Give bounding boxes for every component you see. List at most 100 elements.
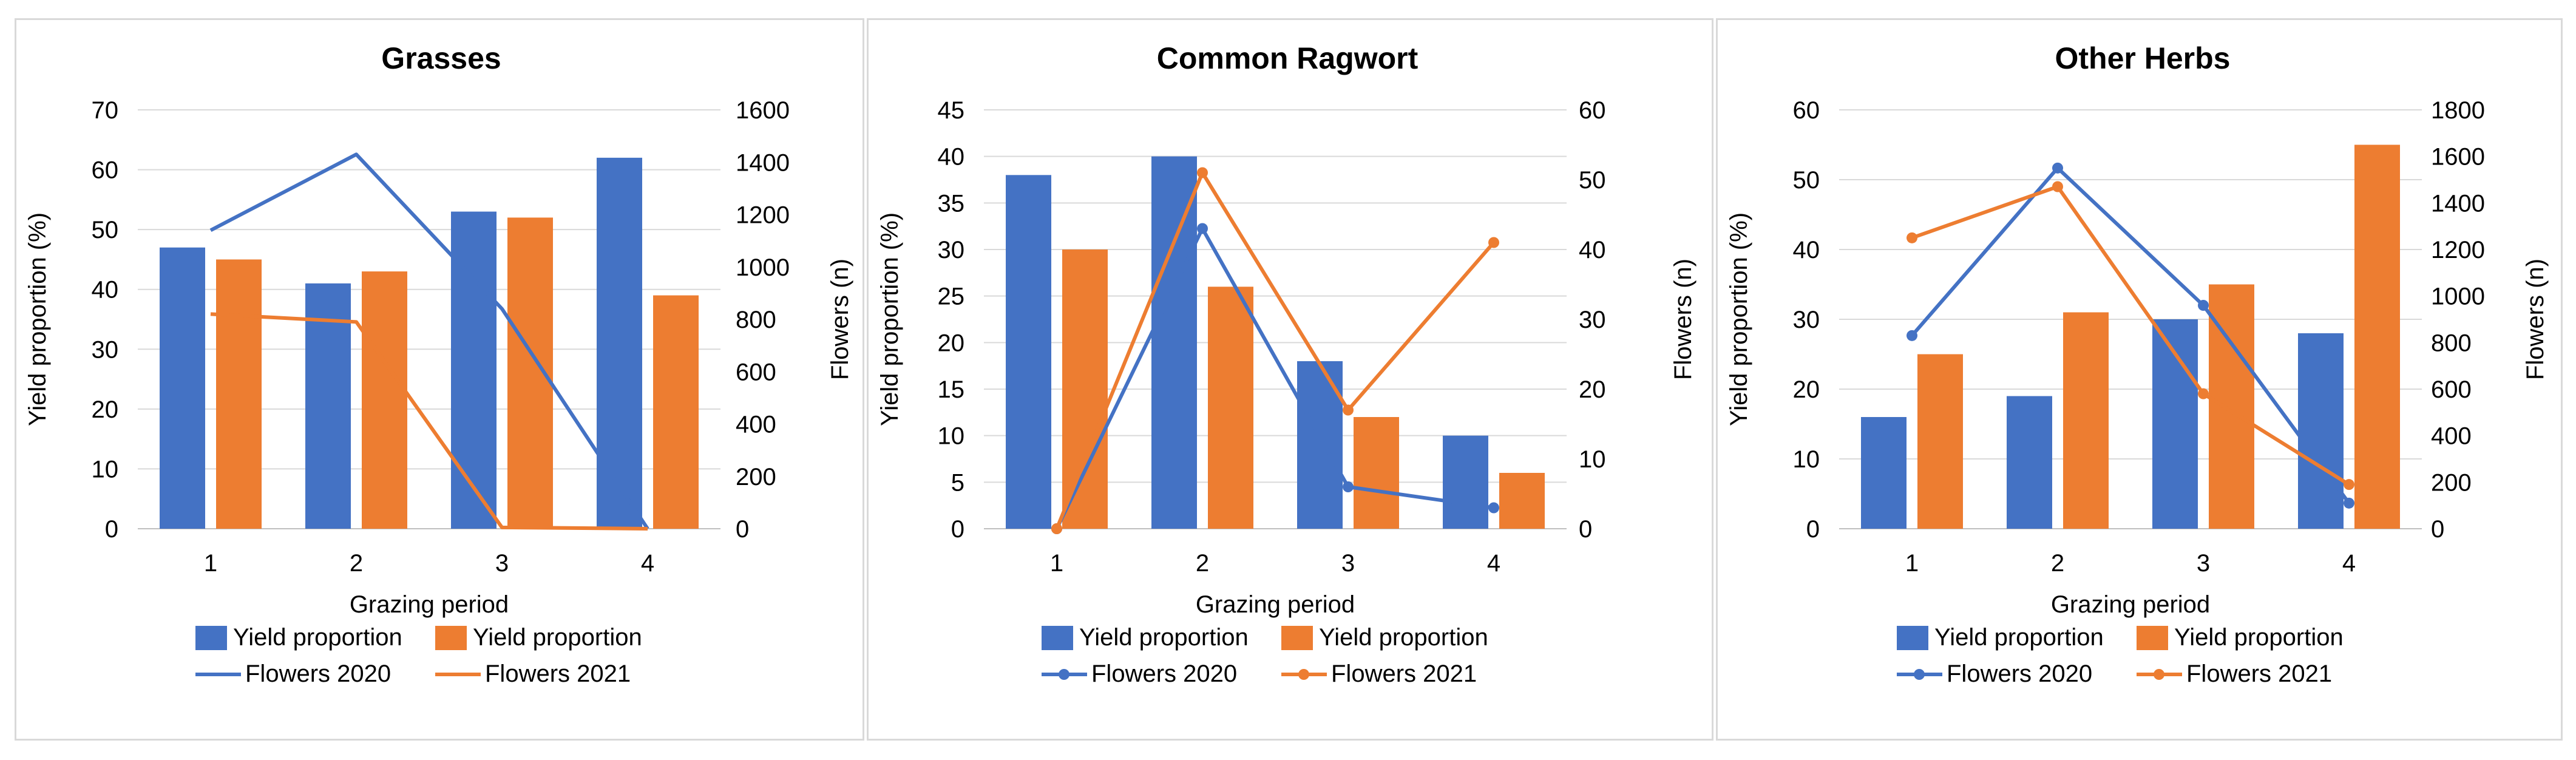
legend-swatch-bar-1 xyxy=(195,626,227,650)
point-flowers-2020-cat-1 xyxy=(1907,330,1917,341)
point-flowers-2020-cat-3 xyxy=(1343,481,1354,492)
point-flowers-2021-cat-1 xyxy=(1907,232,1917,243)
x-axis-title: Grazing period xyxy=(350,591,509,618)
y2-tick-label: 60 xyxy=(1579,97,1606,124)
y-tick-label: 70 xyxy=(92,97,119,124)
y-tick-label: 40 xyxy=(1793,237,1820,263)
y2-tick-label: 0 xyxy=(1579,516,1592,543)
x-tick-label: 3 xyxy=(1341,550,1355,577)
chart-title: Other Herbs xyxy=(2055,41,2231,75)
y-tick-label: 5 xyxy=(951,469,964,496)
y2-tick-label: 1800 xyxy=(2431,97,2485,124)
point-flowers-2020-cat-4 xyxy=(2344,497,2354,509)
y-tick-label: 0 xyxy=(951,516,964,543)
bar-series-1-cat-3 xyxy=(451,211,497,529)
y-tick-label: 15 xyxy=(938,376,965,403)
legend-swatch-bar-2 xyxy=(1281,626,1313,650)
y-tick-label: 20 xyxy=(92,396,119,423)
y2-axis-title: Flowers (n) xyxy=(827,259,853,380)
x-tick-label: 3 xyxy=(2197,550,2210,577)
bar-series-2-cat-2 xyxy=(1208,287,1253,529)
y2-tick-label: 1000 xyxy=(736,254,790,281)
x-axis-title: Grazing period xyxy=(1196,591,1355,618)
line-flowers-2021 xyxy=(1911,185,2350,486)
y2-axis-title: Flowers (n) xyxy=(2522,259,2549,380)
legend-swatch-bar-2 xyxy=(2137,626,2168,650)
bar-series-1-cat-4 xyxy=(1443,435,1488,529)
y2-tick-label: 600 xyxy=(2431,376,2472,403)
chart-panel-common-ragwort: Common Ragwort 0 5 10 15 20 25 30 35 40 45 0 10 20 30 4… xyxy=(867,18,1713,741)
bar-series-2-cat-2 xyxy=(362,271,407,529)
y-tick-label: 20 xyxy=(938,330,965,356)
y2-tick-label: 600 xyxy=(736,359,776,385)
x-tick-label: 2 xyxy=(350,550,363,577)
x-tick-label: 2 xyxy=(2051,550,2064,577)
x-tick-label: 4 xyxy=(2342,550,2356,577)
legend-label-line-2: Flowers 2021 xyxy=(485,660,631,687)
point-flowers-2021-cat-4 xyxy=(1488,237,1499,248)
bar-series-1-cat-2 xyxy=(2007,396,2052,529)
bar-series-1-cat-2 xyxy=(1151,156,1197,529)
chart-panel-other-herbs: Other Herbs 0 10 20 30 40 50 60 0 200 400 600 800 100… xyxy=(1716,18,2563,741)
y2-tick-label: 1200 xyxy=(2431,237,2485,263)
y2-tick-label: 400 xyxy=(2431,423,2472,450)
legend-swatch-bar-1 xyxy=(1042,626,1073,650)
y2-tick-label: 0 xyxy=(2431,516,2444,543)
chart-title: Common Ragwort xyxy=(1157,41,1418,75)
y-tick-label: 35 xyxy=(938,190,965,217)
point-flowers-2021-cat-1 xyxy=(1051,523,1062,534)
line-flowers-2021 xyxy=(1055,171,1496,530)
y2-tick-label: 1400 xyxy=(736,149,790,176)
y-axis-title: Yield proportion (%) xyxy=(876,212,903,426)
point-flowers-2020-cat-4 xyxy=(1488,502,1499,514)
legend-label-bar-1: Yield proportion xyxy=(1934,624,2104,651)
bar-series-1-cat-1 xyxy=(160,247,205,529)
legend-swatch-bar-1 xyxy=(1897,626,1928,650)
line-flowers-2020 xyxy=(1055,226,1494,530)
legend-marker-1 xyxy=(1914,669,1925,680)
y2-tick-label: 50 xyxy=(1579,167,1606,194)
bar-series-2-cat-4 xyxy=(2354,144,2400,529)
line-flowers-2021 xyxy=(210,312,648,531)
y2-tick-label: 1000 xyxy=(2431,283,2485,310)
point-flowers-2021-cat-4 xyxy=(2344,479,2354,490)
point-flowers-2020-cat-2 xyxy=(2052,162,2063,174)
chart-panel-grasses: Grasses 0 10 20 30 40 50 60 70 0 200 400 600 800 1000 1… xyxy=(15,18,864,741)
y2-tick-label: 200 xyxy=(736,464,776,490)
y2-tick-label: 200 xyxy=(2431,469,2472,496)
y-tick-label: 30 xyxy=(938,237,965,263)
y2-tick-label: 40 xyxy=(1579,237,1606,263)
legend-label-bar-2: Yield proportion xyxy=(1319,624,1488,651)
y-tick-label: 20 xyxy=(1793,376,1820,403)
y-tick-label: 10 xyxy=(938,423,965,450)
y2-tick-label: 1600 xyxy=(2431,144,2485,171)
bar-series-2-cat-1 xyxy=(1917,354,1963,529)
point-flowers-2021-cat-3 xyxy=(2198,388,2209,399)
legend-marker-2 xyxy=(1298,669,1309,680)
y-tick-label: 50 xyxy=(92,217,119,243)
x-tick-label: 3 xyxy=(495,550,509,577)
x-tick-label: 1 xyxy=(1050,550,1063,577)
y2-tick-label: 20 xyxy=(1579,376,1606,403)
y-tick-label: 30 xyxy=(92,336,119,363)
chart-svg: Grasses 0 10 20 30 40 50 60 70 0 200 400 600 800 1000 1… xyxy=(24,41,853,687)
bar-series-1-cat-1 xyxy=(1006,175,1051,529)
bar-series-2-cat-2 xyxy=(2063,312,2109,529)
y-tick-label: 25 xyxy=(938,283,965,310)
x-tick-label: 4 xyxy=(641,550,654,577)
legend-label-line-2: Flowers 2021 xyxy=(1331,660,1477,687)
bar-series-2-cat-3 xyxy=(1354,417,1399,529)
y2-tick-label: 800 xyxy=(736,307,776,333)
y-tick-label: 50 xyxy=(1793,167,1820,194)
x-tick-label: 2 xyxy=(1196,550,1209,577)
legend-marker-2 xyxy=(2154,669,2164,680)
point-flowers-2021-cat-2 xyxy=(2052,181,2063,192)
y-tick-label: 30 xyxy=(1793,307,1820,333)
y2-tick-label: 1200 xyxy=(736,202,790,229)
y2-axis-title: Flowers (n) xyxy=(1670,259,1696,380)
y2-tick-label: 30 xyxy=(1579,307,1606,333)
y2-tick-label: 800 xyxy=(2431,330,2472,356)
chart-svg: Other Herbs01020304050600200400600800100… xyxy=(1726,41,2549,687)
point-flowers-2021-cat-2 xyxy=(1197,167,1208,178)
chart-title: Grasses xyxy=(381,41,501,75)
